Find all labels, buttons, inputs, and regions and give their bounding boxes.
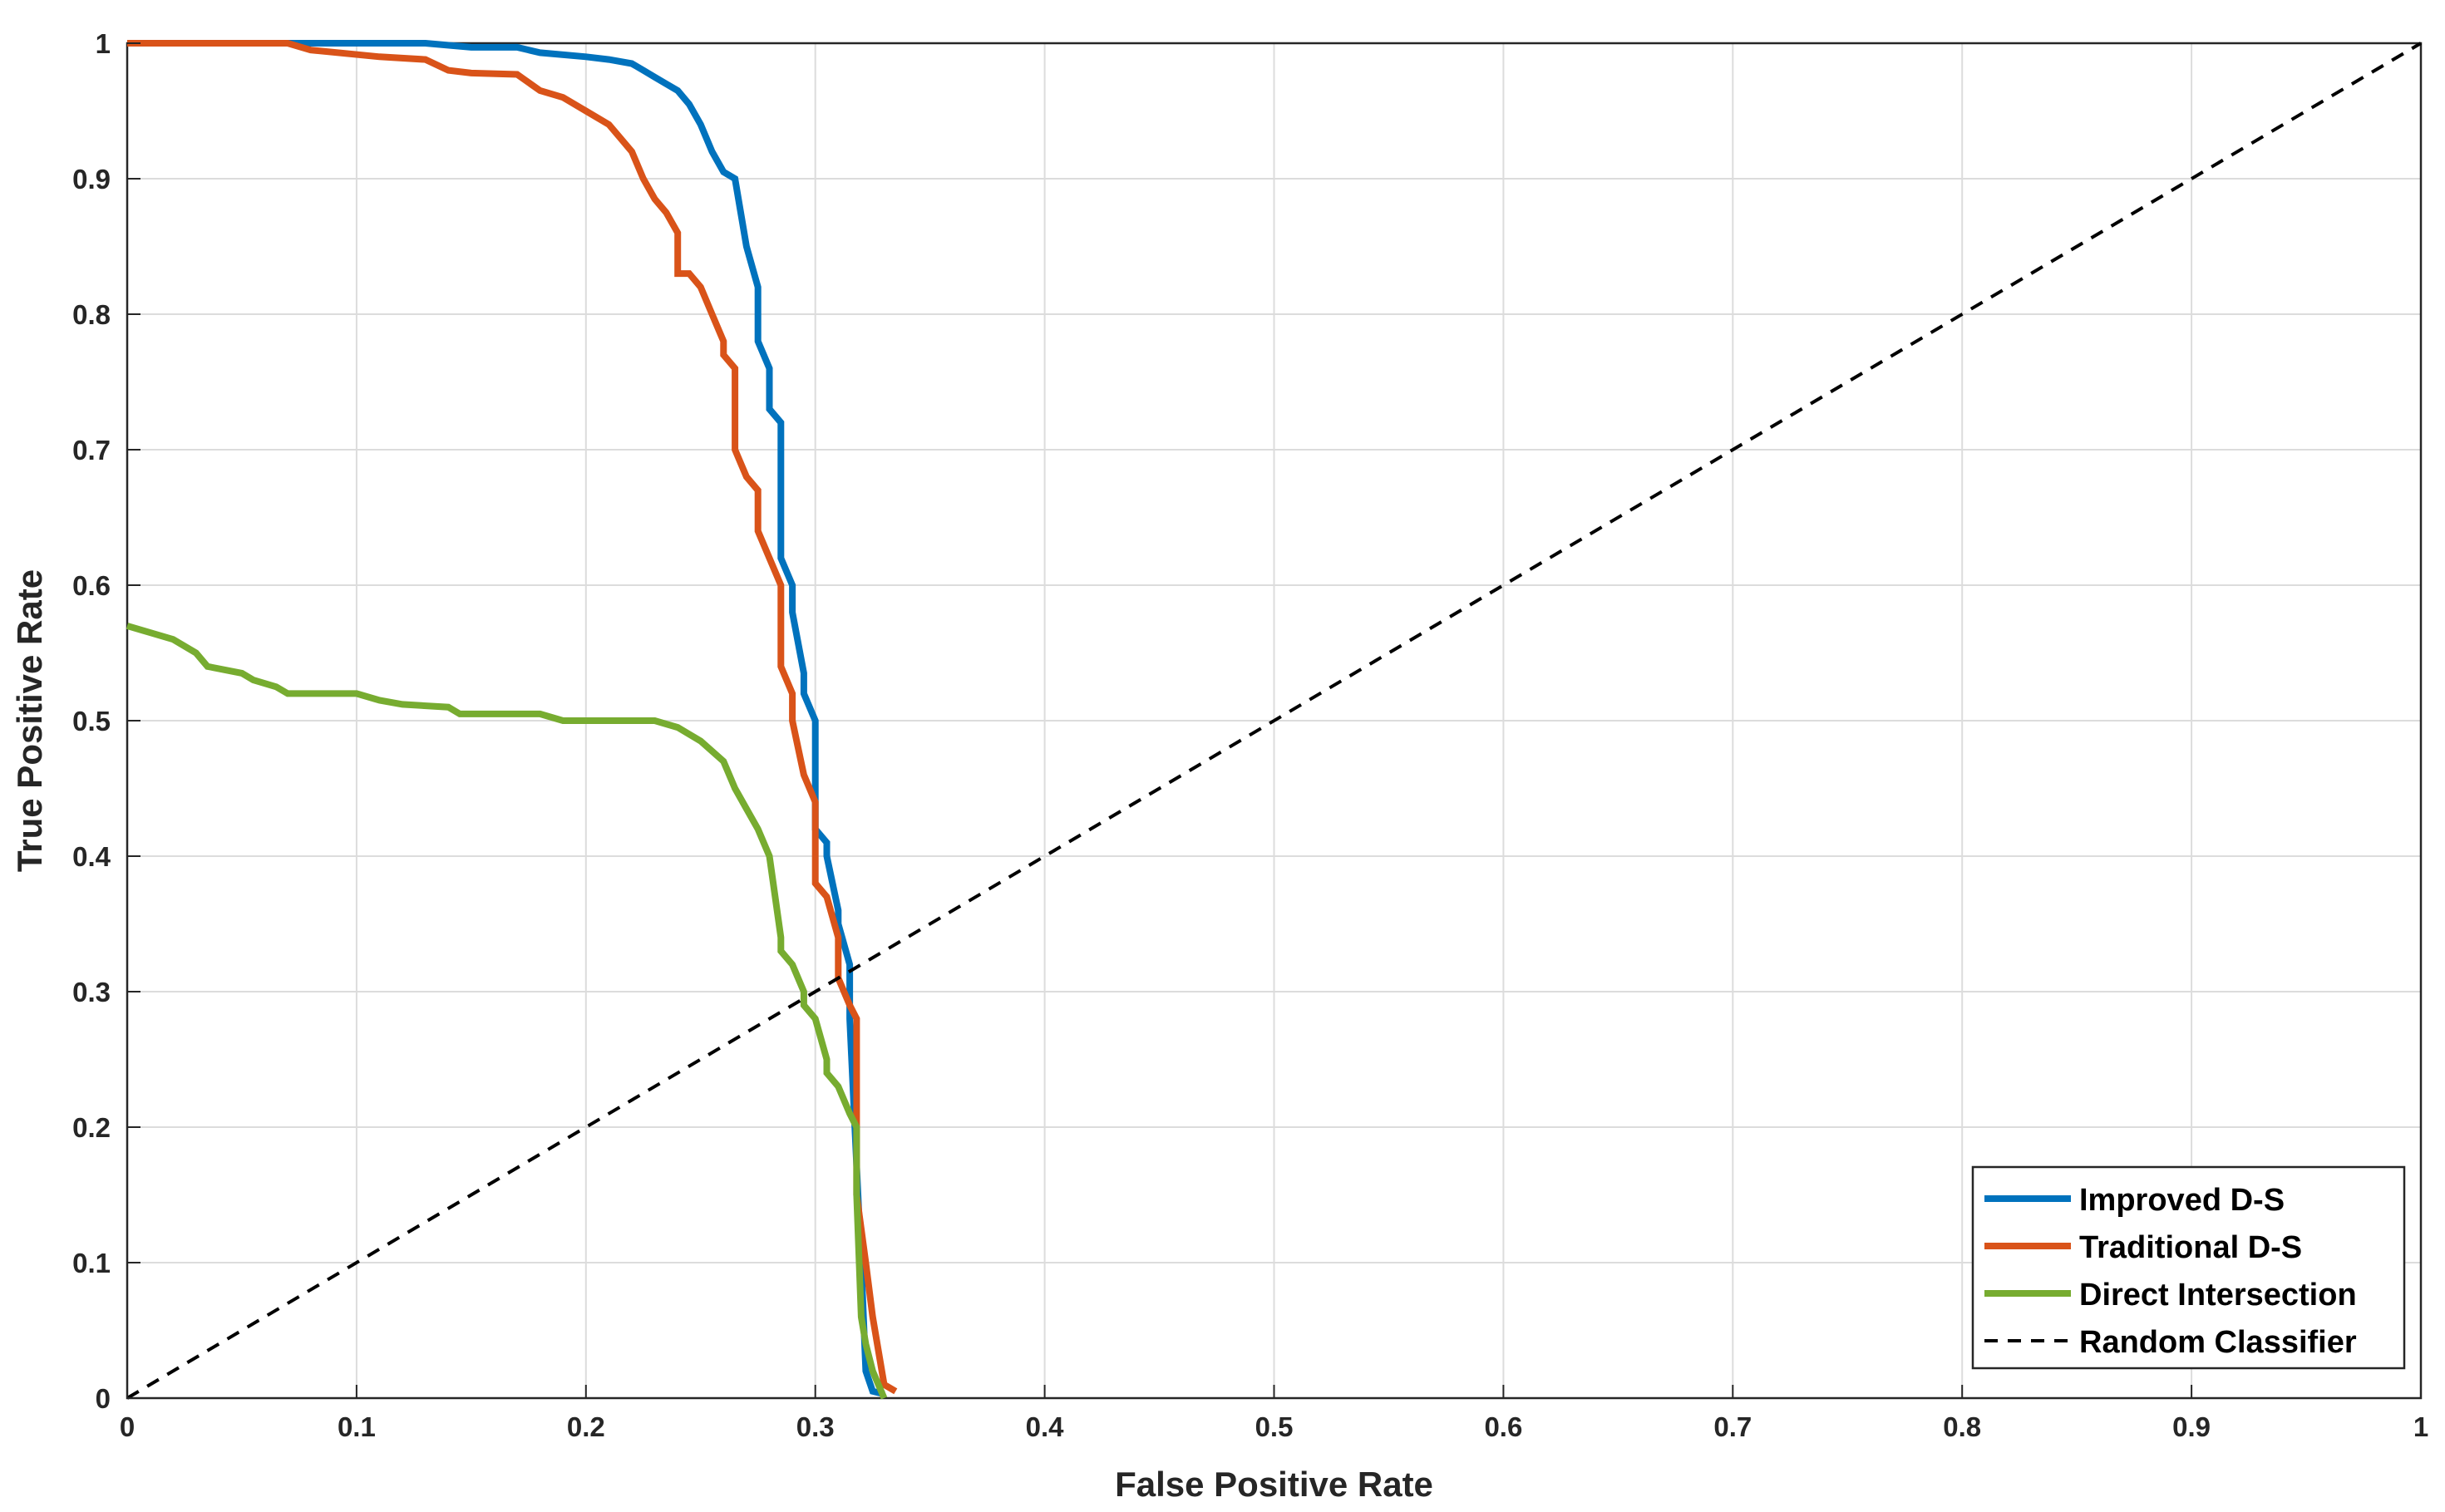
y-tick-label: 0.1 (72, 1248, 111, 1278)
x-axis-label: False Positive Rate (1115, 1465, 1433, 1504)
series-lines (126, 40, 2423, 1400)
x-tick-label: 0.4 (1026, 1411, 1065, 1442)
legend-label: Improved D-S (2079, 1183, 2285, 1218)
x-tick-label: 0.7 (1713, 1411, 1752, 1442)
y-axis-label: True Positive Rate (10, 569, 49, 872)
x-tick-label: 0.6 (1484, 1411, 1522, 1442)
y-tick-label: 0.2 (72, 1112, 111, 1143)
x-tick-label: 1 (2413, 1411, 2428, 1442)
y-tick-label: 0.6 (72, 570, 111, 601)
y-tick-label: 0.5 (72, 706, 111, 736)
x-tick-label: 0.1 (338, 1411, 376, 1442)
series-line-random-classifier (126, 42, 2423, 1400)
x-tick-label: 0.5 (1255, 1411, 1294, 1442)
series-line-improved-d-s (127, 40, 885, 1397)
series-line-traditional-d-s (127, 40, 898, 1395)
y-tick-label: 0.7 (72, 435, 111, 465)
y-tick-label: 1 (96, 28, 111, 59)
y-tick-label: 0.3 (72, 977, 111, 1007)
x-tick-label: 0.3 (796, 1411, 835, 1442)
tick-labels: 0 0.1 0.2 0.3 0.4 0.5 0.6 0.7 0.8 0.9 1 0 0.1 0.2 0.3 0… (72, 28, 2428, 1442)
y-tick-label: 0.9 (72, 164, 111, 195)
legend-label: Random Classifier (2079, 1325, 2357, 1360)
y-tick-label: 0.4 (72, 841, 111, 872)
legend-label: Direct Intersection (2079, 1278, 2357, 1313)
x-tick-label: 0.2 (567, 1411, 605, 1442)
x-tick-label: 0.9 (2172, 1411, 2211, 1442)
y-tick-label: 0 (96, 1383, 111, 1414)
x-tick-label: 0 (120, 1411, 135, 1442)
legend-label: Traditional D-S (2079, 1230, 2302, 1265)
series-line-direct-intersection (126, 623, 888, 1400)
legend: Improved D-S Traditional D-S Direct Inters… (1971, 1165, 2406, 1370)
y-tick-label: 0.8 (72, 299, 111, 330)
x-tick-label: 0.8 (1943, 1411, 1981, 1442)
